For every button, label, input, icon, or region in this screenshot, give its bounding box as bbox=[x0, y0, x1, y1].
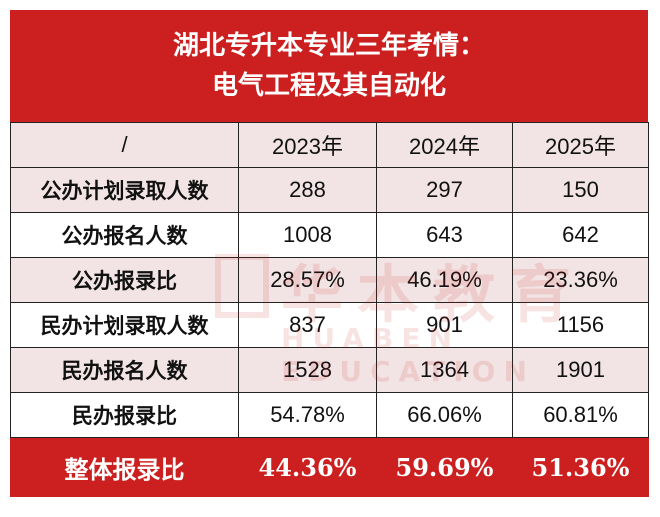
table-cell: 837 bbox=[238, 302, 377, 348]
table-cell: 28.57% bbox=[238, 257, 377, 303]
table-cell: 901 bbox=[376, 302, 513, 348]
header-row: / 2023年 2024年 2025年 bbox=[10, 122, 649, 168]
table-cell: 66.06% bbox=[376, 392, 513, 438]
title-line-2: 电气工程及其自动化 bbox=[211, 71, 446, 101]
table-row: 民办报录比 54.78% 66.06% 60.81% bbox=[10, 392, 649, 438]
total-cell: 51.36% bbox=[512, 437, 649, 497]
title-banner: 湖北专升本专业三年考情： 电气工程及其自动化 bbox=[10, 10, 648, 122]
row-label: 民办报录比 bbox=[10, 392, 239, 438]
header-cell: 2023年 bbox=[238, 122, 377, 168]
table-cell: 1364 bbox=[376, 347, 513, 393]
table-cell: 46.19% bbox=[376, 257, 513, 303]
table-cell: 1901 bbox=[512, 347, 649, 393]
table-row: 民办报名人数 1528 1364 1901 bbox=[10, 347, 649, 393]
stats-table: / 2023年 2024年 2025年 公办计划录取人数 288 297 150… bbox=[10, 122, 649, 497]
row-label: 民办报名人数 bbox=[10, 347, 239, 393]
table-cell: 642 bbox=[512, 212, 649, 258]
table-cell: 1528 bbox=[238, 347, 377, 393]
total-cell: 44.36% bbox=[238, 437, 377, 497]
row-label: 公办计划录取人数 bbox=[10, 167, 239, 213]
source-credit: 网易号 | 马到成功的马 bbox=[538, 499, 648, 512]
table-cell: 54.78% bbox=[238, 392, 377, 438]
table-row: 公办计划录取人数 288 297 150 bbox=[10, 167, 649, 213]
title-line-1: 湖北专升本专业三年考情： bbox=[172, 31, 485, 61]
table-cell: 643 bbox=[376, 212, 513, 258]
table-cell: 1156 bbox=[512, 302, 649, 348]
header-cell: 2025年 bbox=[512, 122, 649, 168]
total-cell: 59.69% bbox=[376, 437, 513, 497]
table-cell: 1008 bbox=[238, 212, 377, 258]
table-cell: 23.36% bbox=[512, 257, 649, 303]
table-cell: 297 bbox=[376, 167, 513, 213]
total-label: 整体报录比 bbox=[10, 437, 239, 497]
table-cell: 60.81% bbox=[512, 392, 649, 438]
total-row: 整体报录比 44.36% 59.69% 51.36% bbox=[10, 437, 649, 497]
table-row: 公办报录比 28.57% 46.19% 23.36% bbox=[10, 257, 649, 303]
row-label: 民办计划录取人数 bbox=[10, 302, 239, 348]
table-cell: 150 bbox=[512, 167, 649, 213]
row-label: 公办报录比 bbox=[10, 257, 239, 303]
row-label: 公办报名人数 bbox=[10, 212, 239, 258]
table-row: 公办报名人数 1008 643 642 bbox=[10, 212, 649, 258]
header-cell: 2024年 bbox=[376, 122, 513, 168]
table-row: 民办计划录取人数 837 901 1156 bbox=[10, 302, 649, 348]
header-cell: / bbox=[10, 122, 239, 168]
table-cell: 288 bbox=[238, 167, 377, 213]
